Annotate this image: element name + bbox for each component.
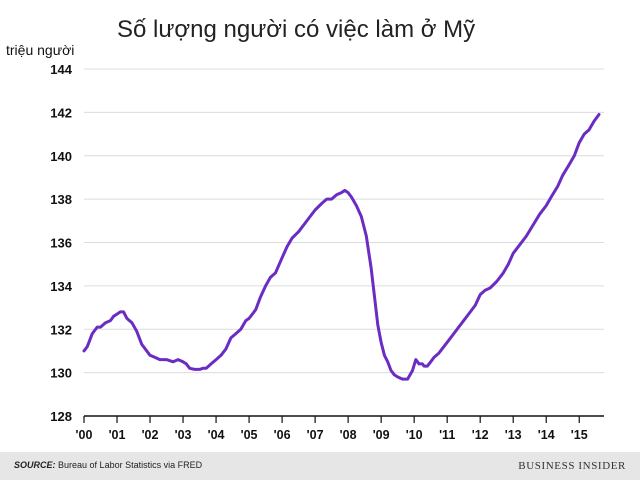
x-tick-label-2: '02 — [142, 428, 159, 442]
gridlines — [84, 68, 604, 374]
y-tick-label-142: 142 — [50, 105, 72, 120]
series-line-0 — [82, 113, 601, 381]
x-tick-label-11: '11 — [439, 428, 455, 442]
x-tick-label-8: '08 — [340, 428, 357, 442]
x-tick-label-9: '09 — [373, 428, 390, 442]
y-tick-label-128: 128 — [50, 409, 72, 424]
x-tick-label-10: '10 — [406, 428, 423, 442]
source-note: SOURCE: Bureau of Labor Statistics via F… — [14, 460, 202, 470]
x-tick-label-5: '05 — [241, 428, 258, 442]
y-tick-label-140: 140 — [50, 149, 72, 164]
y-tick-label-138: 138 — [50, 192, 72, 207]
x-tick-label-0: '00 — [76, 428, 93, 442]
line-chart: 128 130 132 134 136 138 140 142 144 '00 '01 '02 '03… — [50, 62, 604, 442]
source-text: Bureau of Labor Statistics via FRED — [58, 460, 203, 470]
x-tick-label-7: '07 — [307, 428, 324, 442]
footer-bar: SOURCE: Bureau of Labor Statistics via F… — [0, 452, 640, 480]
y-tick-label-136: 136 — [50, 236, 72, 251]
y-tick-label-134: 134 — [50, 279, 72, 294]
y-tick-label-132: 132 — [50, 322, 72, 337]
y-tick-label-130: 130 — [50, 366, 72, 381]
x-tick-label-6: '06 — [274, 428, 291, 442]
x-tick-label-13: '13 — [505, 428, 522, 442]
x-tick-label-14: '14 — [538, 428, 555, 442]
x-tick-label-4: '04 — [208, 428, 225, 442]
source-label: SOURCE: — [14, 460, 56, 470]
y-tick-labels: 128 130 132 134 136 138 140 142 144 — [50, 62, 72, 424]
x-tick-label-1: '01 — [109, 428, 126, 442]
y-tick-label-144: 144 — [50, 62, 72, 77]
x-tick-label-12: '12 — [472, 428, 489, 442]
x-tick-labels: '00 '01 '02 '03 '04 '05 '06 '07 '08 '09 '10 '11 '12 '… — [76, 428, 588, 442]
x-tick-label-3: '03 — [175, 428, 192, 442]
series-group — [82, 113, 601, 381]
x-axis — [83, 415, 604, 423]
x-tick-label-15: '15 — [571, 428, 588, 442]
y-axis-label: triệu người — [6, 42, 75, 58]
brand-logo: BUSINESS INSIDER — [518, 460, 626, 472]
chart-title: Số lượng người có việc làm ở Mỹ — [117, 16, 476, 43]
